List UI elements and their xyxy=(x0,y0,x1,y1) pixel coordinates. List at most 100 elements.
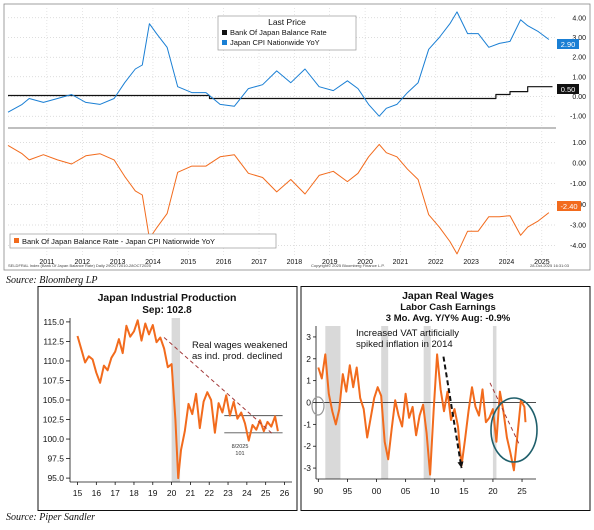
rw-zero-circle xyxy=(311,396,325,416)
x-tick-label: 2019 xyxy=(322,259,338,266)
x-tick-label: 2024 xyxy=(499,259,515,266)
rw-xtick-label: 20 xyxy=(488,486,498,496)
top-ytick-label: 3.00 xyxy=(572,35,586,42)
last-label-cpi-bg xyxy=(557,39,579,49)
ip-annotation-line2: as ind. prod. declined xyxy=(192,351,282,362)
last-label-boj-bg xyxy=(557,84,579,94)
ip-frame xyxy=(37,286,298,511)
last-label-diff: -2.40 xyxy=(560,202,577,211)
series-line-boj xyxy=(8,86,553,100)
last-label-boj: 0.50 xyxy=(561,85,576,94)
rw-annotation-line1: Increased VAT artificially xyxy=(356,328,459,339)
ip-annotation-line1: Real wages weakened xyxy=(192,340,288,351)
rw-subtitle1: Labor Cash Earnings xyxy=(400,302,496,313)
source-bloomberg: Source: Bloomberg LP xyxy=(6,275,98,286)
bottom-ytick-label: 0.00 xyxy=(572,161,586,168)
bloomberg-chart: 4.00 3.00 2.00 1.00 0.00 -1.00 1.00 0.00 -1.00 -… xyxy=(3,3,591,271)
rw-trend-line xyxy=(489,382,520,445)
legend-swatch-diff xyxy=(14,238,19,243)
last-label-cpi: 2.90 xyxy=(561,40,576,49)
x-tick-label: 2014 xyxy=(145,259,161,266)
rw-highlight-ellipse xyxy=(490,397,538,463)
ip-ytick-label: 110.0 xyxy=(43,356,64,366)
ip-recession-band xyxy=(171,318,181,482)
real-wages-chart: Japan Real Wages Labor Cash Earnings 3 M… xyxy=(300,286,591,511)
source-piper: Source: Piper Sandler xyxy=(6,512,96,523)
ip-end-date: 8/2025 xyxy=(232,444,249,450)
ip-xtick-label: 26 xyxy=(280,488,290,498)
rw-xtick-label: 25 xyxy=(517,486,527,496)
x-tick-label: 2022 xyxy=(428,259,444,266)
legend-swatch-boj xyxy=(222,30,227,35)
rw-ytick-label: -1 xyxy=(303,419,311,429)
rw-ytick-label: -2 xyxy=(303,441,311,451)
top-ytick-label: 0.00 xyxy=(572,94,586,101)
ip-ytick-label: 105.0 xyxy=(43,395,65,405)
x-tick-label: 2015 xyxy=(181,259,197,266)
ip-xtick-label: 16 xyxy=(92,488,102,498)
ip-xtick-label: 15 xyxy=(73,488,83,498)
x-tick-label: 2012 xyxy=(74,259,90,266)
ip-ytick-label: 95.0 xyxy=(47,473,64,483)
ip-ytick-label: 107.5 xyxy=(43,375,65,385)
bottom-ytick-label: -3.00 xyxy=(570,223,586,230)
ip-ytick-label: 115.0 xyxy=(43,317,64,327)
legend-item-boj: Bank Of Japan Balance Rate xyxy=(230,28,327,37)
rw-xtick-label: 05 xyxy=(401,486,411,496)
ip-xtick-label: 25 xyxy=(261,488,271,498)
x-tick-label: 2016 xyxy=(216,259,232,266)
ip-subtitle: Sep: 102.8 xyxy=(142,305,192,316)
top-legend-box xyxy=(217,15,357,51)
rw-subtitle2: 3 Mo. Avg. Y/Y% Aug: -0.9% xyxy=(386,313,511,324)
rw-series-line xyxy=(317,353,527,476)
rw-xtick-label: 95 xyxy=(343,486,353,496)
footer-mid: Copyright© 2025 Bloomberg Finance L.P. xyxy=(311,263,385,268)
series-line-cpi xyxy=(7,11,550,117)
legend-title: Last Price xyxy=(268,17,306,27)
x-tick-label: 2021 xyxy=(393,259,409,266)
ip-ytick-label: 100.0 xyxy=(43,434,65,444)
ip-series-line xyxy=(76,319,279,480)
ip-xtick-label: 21 xyxy=(186,488,196,498)
x-tick-label: 2018 xyxy=(287,259,303,266)
ip-title: Japan Industrial Production xyxy=(98,292,237,304)
ip-ytick-label: 97.5 xyxy=(47,454,64,464)
bottom-ytick-label: -4.00 xyxy=(570,243,586,250)
rw-ytick-label: 2 xyxy=(306,354,311,364)
bottom-ytick-label: 1.00 xyxy=(572,140,586,147)
ip-xtick-label: 17 xyxy=(110,488,120,498)
rw-ytick-label: 3 xyxy=(306,332,311,342)
x-tick-label: 2013 xyxy=(110,259,126,266)
x-tick-label: 2023 xyxy=(463,259,479,266)
last-label-diff-bg xyxy=(557,201,581,211)
ip-xtick-label: 18 xyxy=(129,488,139,498)
bottom-ytick-label: -1.00 xyxy=(570,181,586,188)
top-ytick-label: 2.00 xyxy=(572,55,586,62)
series-line-diff xyxy=(7,143,550,255)
x-tick-label: 2020 xyxy=(357,259,373,266)
rw-ytick-label: 1 xyxy=(306,376,311,386)
rw-xtick-label: 15 xyxy=(459,486,469,496)
bottom-legend-box xyxy=(9,233,277,249)
industrial-production-chart: Japan Industrial Production Sep: 102.8 1… xyxy=(37,286,298,511)
footer-right: 28-Oct-2025 16:31:03 xyxy=(530,263,570,268)
ip-xtick-label: 24 xyxy=(242,488,252,498)
footer-left: SELDFRAL Index (Bank Of Japan Balance Ra… xyxy=(8,263,152,268)
rw-xtick-label: 90 xyxy=(314,486,324,496)
ip-xtick-label: 23 xyxy=(223,488,233,498)
ip-ytick-label: 112.5 xyxy=(43,336,64,346)
top-ytick-label: 1.00 xyxy=(572,74,586,81)
rw-annotation-line2: spiked inflation in 2014 xyxy=(356,339,453,350)
rw-xtick-label: 10 xyxy=(430,486,440,496)
ip-end-value: 101 xyxy=(235,451,244,457)
ip-trend-line xyxy=(163,337,274,435)
x-tick-label: 2017 xyxy=(251,259,267,266)
rw-vat-arrow-head xyxy=(457,461,464,469)
x-tick-label: 2011 xyxy=(39,259,54,266)
ip-xtick-label: 19 xyxy=(148,488,158,498)
legend-swatch-cpi xyxy=(222,40,227,45)
legend-item-diff: Bank Of Japan Balance Rate - Japan CPI N… xyxy=(22,237,215,246)
rw-vat-arrow-line xyxy=(442,356,463,469)
ip-ytick-label: 102.5 xyxy=(43,415,65,425)
rw-xtick-label: 00 xyxy=(372,486,382,496)
